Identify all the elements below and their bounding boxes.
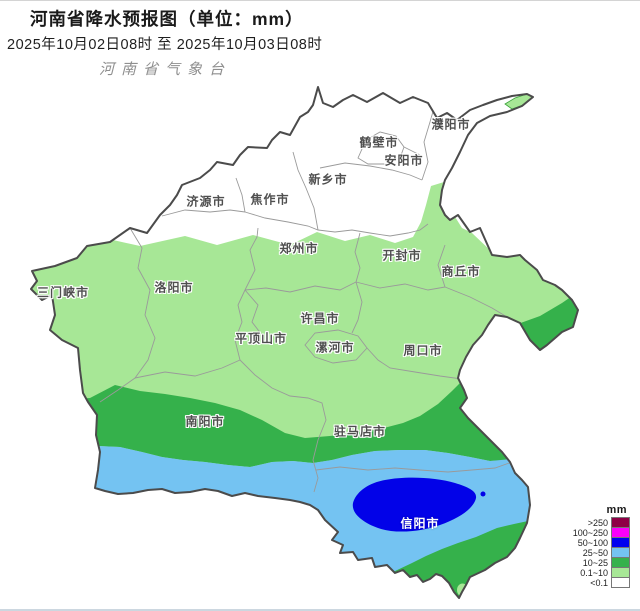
city-label: 鹤壁市 — [359, 135, 399, 150]
boundary-zhumadian-xinyang — [315, 461, 513, 473]
band-25-50-region — [60, 446, 570, 598]
legend-range-label: 50~100 — [577, 537, 608, 548]
city-label: 信阳市 — [400, 516, 440, 531]
boundary-jiyuan-jiaozuo — [235, 177, 246, 213]
band-50-100-region — [352, 477, 477, 532]
legend-range-label: 0.1~10 — [580, 567, 608, 578]
legend-unit-label: mm — [606, 504, 627, 516]
forecast-period: 2025年10月02日08时 至 2025年10月03日08时 — [7, 37, 323, 53]
city-label: 安阳市 — [384, 153, 424, 168]
map-title: 河南省降水预报图（单位：mm） — [30, 9, 304, 29]
boundary-jiaozuo-xinxiang — [292, 151, 319, 231]
legend-range-label: >250 — [587, 517, 608, 528]
legend-range-label: 25~50 — [582, 547, 608, 558]
city-label: 南阳市 — [185, 414, 225, 429]
boundary-luoyang-south — [134, 359, 241, 379]
top-border-line — [0, 0, 640, 1]
city-label: 洛阳市 — [154, 280, 194, 295]
legend-range-label: 10~25 — [582, 557, 608, 568]
city-label: 漯河市 — [315, 340, 355, 355]
legend-range-label: 100~250 — [572, 527, 608, 538]
bottom-border-line — [0, 609, 640, 611]
province-outline — [30, 86, 579, 599]
boundary-zhengzhou-xuchang — [244, 281, 357, 293]
city-label: 濮阳市 — [431, 117, 471, 132]
legend-rows: >250 100~250 50~100 25~50 10~25 0.1~10 <0.1 — [573, 517, 630, 588]
boundary-luoyang-pingdingshan — [234, 289, 246, 361]
boundary-hebi — [357, 131, 421, 165]
legend-color-swatch — [611, 577, 630, 588]
boundary-luoyang-zhengzhou — [244, 227, 259, 291]
boundary-nanyang-east — [239, 359, 327, 493]
boundary-yellow-river — [244, 211, 429, 237]
city-label: 平顶山市 — [234, 331, 288, 346]
city-label: 济源市 — [186, 194, 226, 209]
band-10-25-region — [60, 292, 578, 480]
legend-range-label: <0.1 — [590, 577, 608, 588]
city-label: 三门峡市 — [36, 285, 90, 300]
city-label: 许昌市 — [300, 311, 340, 326]
precip-legend: mm >250 100~250 50~100 25~50 10~25 0.1~10 <0.1 — [573, 504, 630, 588]
issuing-agency: 河南省气象台 — [99, 62, 232, 78]
city-label: 商丘市 — [441, 264, 481, 279]
city-label: 开封市 — [382, 248, 422, 263]
city-label: 驻马店市 — [333, 424, 387, 439]
boundary-kaifeng-zhoukou — [355, 244, 508, 318]
city-label: 周口市 — [403, 343, 443, 358]
boundary-sanmenxia-luoyang — [99, 227, 156, 403]
boundary-jiyuan-south — [161, 209, 246, 217]
boundary-xinxiang-north — [319, 162, 423, 181]
band-50-100-dot — [480, 491, 486, 497]
boundary-anyang-puyang — [421, 107, 435, 181]
city-label: 郑州市 — [279, 241, 319, 256]
legend-row: <0.1 — [573, 577, 630, 588]
city-label: 焦作市 — [250, 192, 290, 207]
city-label: 新乡市 — [308, 172, 348, 187]
boundary-zhengzhou-kaifeng — [354, 232, 361, 283]
